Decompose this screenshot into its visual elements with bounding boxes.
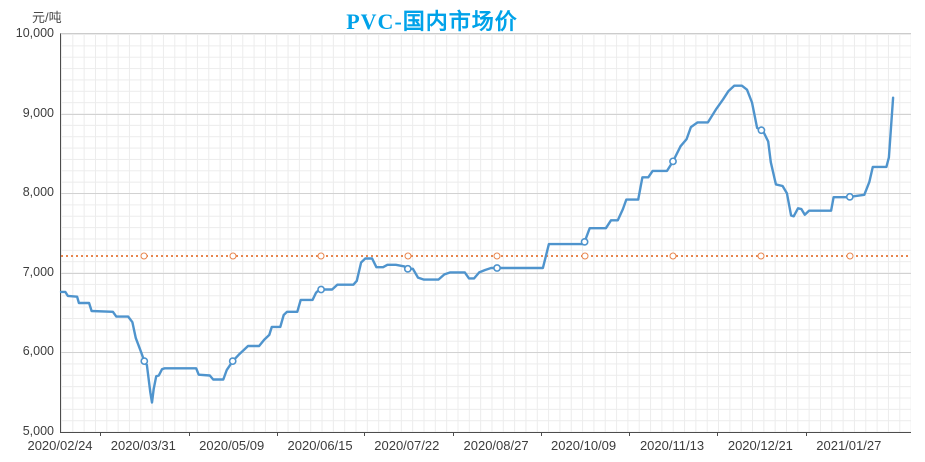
x-axis-tick	[805, 432, 807, 436]
x-tick-label: 2021/01/27	[816, 438, 882, 453]
x-tick-label: 2020/08/27	[463, 438, 529, 453]
y-tick-label: 10,000	[15, 26, 54, 40]
x-axis-tick	[188, 432, 190, 436]
price-line-marker	[757, 126, 766, 135]
x-axis-tick	[628, 432, 630, 436]
y-tick-label: 9,000	[22, 105, 54, 120]
price-line-marker	[403, 264, 412, 273]
price-line-marker	[140, 357, 149, 366]
price-line-marker	[669, 157, 677, 166]
x-tick-label: 2020/03/31	[110, 438, 176, 453]
x-tick-label: 2020/11/13	[639, 438, 705, 453]
x-axis-tick	[452, 432, 454, 436]
x-tick-label: 2020/06/15	[287, 438, 353, 453]
gridline-9000	[61, 113, 911, 115]
average-line-marker	[404, 252, 412, 260]
price-line	[59, 84, 895, 404]
y-axis-unit-label: 元/吨	[32, 10, 62, 25]
average-line-marker	[317, 252, 325, 260]
average-line-marker	[493, 252, 501, 260]
y-tick-label: 6,000	[22, 344, 54, 359]
average-line-marker	[140, 252, 148, 260]
price-line-marker	[580, 237, 589, 246]
x-axis-tick	[100, 432, 102, 436]
price-line-marker	[493, 264, 501, 272]
y-tick-label: 5,000	[22, 424, 54, 438]
gridline-8000	[61, 193, 911, 195]
x-tick-label: 2020/02/24	[27, 438, 93, 453]
price-line-layer	[59, 84, 895, 404]
average-price-line	[61, 255, 911, 258]
average-line-marker	[229, 252, 237, 260]
x-tick-label: 2020/10/09	[551, 438, 617, 453]
average-line-marker	[846, 252, 854, 260]
average-line-marker	[757, 252, 765, 260]
x-tick-label: 2020/12/21	[727, 438, 793, 453]
gridline-6000	[61, 352, 911, 354]
price-line-marker	[317, 285, 325, 294]
price-line-marker	[845, 192, 854, 201]
x-axis-tick	[717, 432, 719, 436]
y-tick-label: 7,000	[22, 264, 54, 279]
x-tick-label: 2020/05/09	[199, 438, 265, 453]
plot-area[interactable]	[59, 33, 911, 436]
chart-title: PVC-国内市场价	[346, 9, 518, 34]
x-axis-tick	[541, 432, 543, 436]
x-axis-tick	[276, 432, 278, 436]
x-tick-label: 2020/07/22	[374, 438, 440, 453]
y-tick-label: 8,000	[22, 185, 54, 200]
average-line-marker	[669, 252, 677, 260]
x-axis-tick	[364, 432, 366, 436]
average-line-marker	[581, 252, 589, 260]
gridline-7000	[61, 272, 911, 274]
price-line-marker	[228, 357, 237, 366]
